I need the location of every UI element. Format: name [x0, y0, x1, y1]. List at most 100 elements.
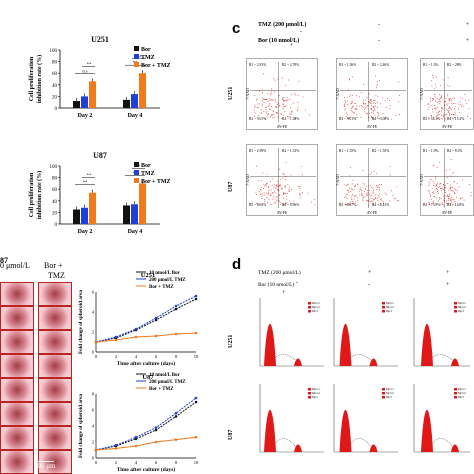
facs-event — [360, 116, 362, 118]
facs-event — [280, 204, 281, 206]
facs-event — [352, 179, 354, 181]
facs-event — [439, 196, 440, 198]
facs-event — [447, 110, 449, 112]
facs-event — [299, 193, 301, 194]
facs-event — [454, 114, 456, 116]
facs-event — [287, 193, 289, 195]
facs-event — [460, 198, 462, 200]
facs-event — [459, 101, 461, 103]
facs-event — [298, 80, 300, 82]
facs-event — [435, 178, 437, 180]
facs-event — [263, 183, 265, 185]
facs-event — [297, 109, 299, 111]
facs-event — [374, 105, 376, 107]
facs-event — [271, 106, 273, 107]
sig-label: * — [138, 163, 141, 168]
facs-event — [368, 116, 369, 118]
facs-event — [345, 115, 347, 117]
facs-event — [261, 112, 262, 114]
spheroid-header-unit: μmol/L — [6, 261, 30, 270]
facs-event — [345, 101, 347, 103]
cc-row2-sign-1: + — [282, 290, 286, 296]
facs-event — [282, 103, 284, 105]
facs-event — [277, 180, 279, 182]
facs-event — [446, 110, 448, 112]
facs-cell-line-u87: U87 — [228, 181, 234, 192]
facs-event — [438, 103, 440, 105]
facs-event — [451, 113, 453, 115]
x-tick-label: 6 — [155, 460, 158, 465]
facs-event — [385, 193, 387, 195]
bar-chart-u251: U251 0 20 40 60 80 100 Cell proliferation inhibi… — [29, 35, 170, 119]
quadrant-label: B2 ~ 1.55% — [372, 149, 389, 153]
facs-event — [374, 194, 376, 196]
facs-event — [437, 183, 439, 185]
facs-row1-sign-2: - — [378, 22, 380, 28]
x-tick-label: Day 2 — [78, 113, 93, 119]
facs-event — [354, 103, 356, 105]
facs-event — [348, 191, 350, 193]
spheroid-header-right-2: TMZ — [48, 271, 65, 280]
facs-event — [437, 114, 439, 116]
facs-event — [468, 99, 469, 101]
facs-event — [377, 101, 379, 103]
facs-event — [362, 183, 364, 185]
facs-event — [432, 165, 434, 167]
facs-event — [352, 94, 353, 96]
x-tick-label: 4 — [135, 460, 138, 465]
facs-event — [279, 185, 281, 187]
facs-event — [267, 112, 269, 114]
quadrant-label: B3 ~ 86.8% — [249, 203, 266, 207]
facs-event — [443, 199, 445, 201]
facs-event — [271, 88, 273, 90]
facs-event — [263, 198, 265, 200]
data-point — [194, 435, 198, 439]
facs-event — [461, 104, 463, 106]
facs-event — [284, 110, 286, 112]
facs-event — [452, 190, 454, 192]
quadrant-label: B4 ~ 1.38% — [282, 117, 299, 121]
facs-event — [427, 117, 429, 119]
facs-event — [453, 171, 455, 173]
g1-peak — [421, 409, 433, 452]
spheroid-image — [0, 282, 34, 306]
facs-event — [266, 111, 268, 113]
x-axis-label: AV-FE — [367, 211, 378, 215]
facs-event — [284, 106, 286, 108]
facs-event — [359, 186, 361, 188]
facs-event — [429, 204, 431, 206]
facs-event — [377, 199, 379, 201]
facs-event — [442, 188, 444, 190]
line-chart-u87: U87 0 2 4 6 8 10 0 2 4 6 8 Fold change of spheroid a… — [78, 373, 199, 473]
y-tick-label: 0 — [92, 456, 95, 461]
facs-event — [291, 189, 293, 190]
facs-event — [448, 98, 450, 100]
facs-event — [468, 108, 470, 109]
facs-event — [465, 99, 466, 101]
facs-event — [449, 107, 451, 109]
facs-event — [368, 101, 370, 103]
facs-event — [373, 170, 375, 172]
facs-event — [452, 204, 453, 206]
facs-event — [372, 200, 374, 202]
x-axis-label: Time after culture (days) — [117, 360, 176, 367]
facs-event — [449, 199, 451, 201]
facs-event — [459, 104, 461, 105]
line-chart-u251: U251 0 2 4 6 8 10 0 2 4 6 Fold change of spheroid a… — [78, 271, 199, 367]
facs-event — [369, 198, 371, 200]
facs-event — [393, 198, 395, 200]
facs-event — [430, 196, 432, 198]
facs-event — [443, 101, 445, 103]
facs-event — [361, 192, 363, 194]
legend-swatch — [382, 302, 385, 305]
facs-event — [283, 105, 285, 107]
facs-event — [286, 196, 288, 197]
facs-event — [275, 196, 277, 198]
scale-bar-label: 200 μm — [34, 462, 56, 470]
facs-event — [344, 106, 346, 107]
facs-event — [284, 203, 286, 205]
facs-event — [284, 186, 286, 188]
quadrant-label: B4 ~ 8.96% — [282, 203, 299, 207]
facs-event — [265, 106, 267, 108]
facs-event — [382, 112, 384, 114]
